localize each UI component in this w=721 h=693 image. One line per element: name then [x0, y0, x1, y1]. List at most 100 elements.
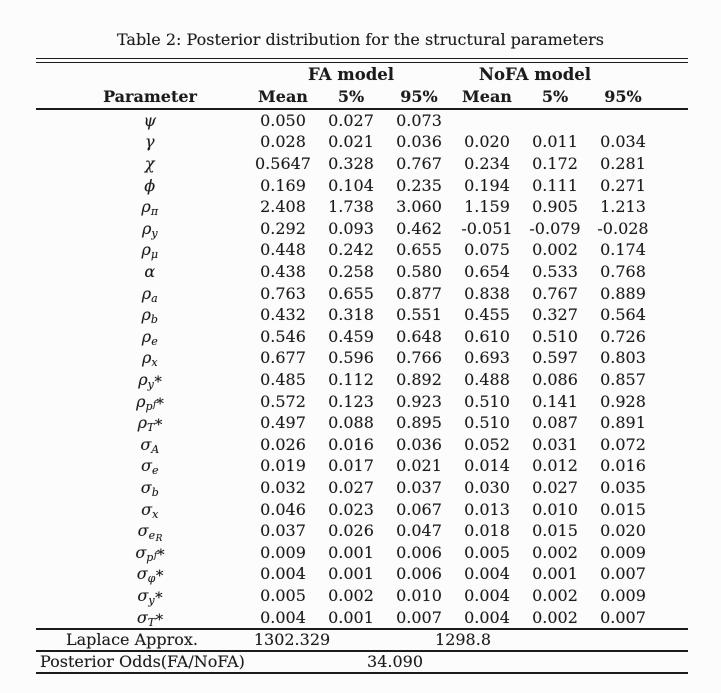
laplace-label: Laplace Approx.: [66, 629, 199, 649]
nofa-95-header: 95%: [604, 87, 642, 107]
fa-95-cell: 0.073: [396, 110, 442, 130]
nofa-95-cell: 0.174: [600, 240, 646, 260]
fa-5-header: 5%: [337, 87, 365, 107]
nofa-5-cell: 0.597: [532, 348, 578, 368]
table-row: ρb 0.432 0.318 0.551 0.455 0.327 0.564: [36, 304, 688, 326]
fa-5-cell: 0.002: [328, 585, 374, 605]
table-row: ρx 0.677 0.596 0.766 0.693 0.597 0.803: [36, 347, 688, 369]
nofa-5-cell: 0.002: [532, 542, 578, 562]
table-row: χ 0.5647 0.328 0.767 0.234 0.172 0.281: [36, 153, 688, 175]
nofa-95-cell: 0.072: [600, 434, 646, 454]
fa-5-cell: 0.112: [328, 370, 374, 389]
fa-mean-cell: 0.5647: [255, 154, 311, 174]
nofa-95-cell: 0.034: [600, 132, 646, 152]
posterior-odds-row: Posterior Odds(FA/NoFA) 34.090: [36, 652, 688, 673]
fa-mean-cell: 0.448: [260, 240, 306, 260]
table-row: σy* 0.005 0.002 0.010 0.004 0.002 0.009: [36, 585, 688, 607]
nofa-95-cell: 0.928: [600, 391, 646, 411]
nofa-5-cell: 0.905: [532, 197, 578, 217]
parameter-name: σφ*: [136, 564, 164, 586]
nofa-mean-cell: 0.510: [464, 391, 510, 411]
fa-5-cell: 0.123: [328, 391, 374, 411]
fa-5-cell: 0.328: [328, 154, 374, 174]
nofa-95-cell: 0.007: [600, 564, 646, 584]
nofa-mean-cell: [453, 110, 521, 134]
nofa-95-cell: [589, 110, 657, 134]
fa-5-cell: 0.258: [328, 262, 374, 282]
parameter-name: σA: [140, 434, 160, 456]
fa-5-cell: 0.104: [328, 175, 374, 195]
laplace-rule: [36, 628, 688, 630]
parameter-name: ρμ: [141, 240, 159, 262]
nofa-95-cell: 0.020: [600, 521, 646, 541]
fa-95-cell: 0.067: [396, 499, 442, 519]
nofa-mean-cell: 0.004: [464, 564, 510, 584]
nofa-mean-cell: 0.838: [464, 283, 510, 303]
parameter-column-header: Parameter: [103, 87, 197, 107]
fa-95-cell: 0.895: [396, 413, 442, 433]
nofa-5-cell: 0.002: [532, 585, 578, 605]
table-row: σx 0.046 0.023 0.067 0.013 0.010 0.015: [36, 499, 688, 521]
laplace-row: Laplace Approx. 1302.329 1298.8: [36, 630, 688, 650]
fa-5-cell: 0.596: [328, 348, 374, 368]
fa-5-cell: 0.242: [328, 240, 374, 260]
parameter-name: ρx: [141, 348, 158, 370]
fa-mean-cell: 0.019: [260, 456, 306, 476]
nofa-5-cell: -0.079: [529, 218, 581, 238]
parameter-name: ϕ: [144, 175, 156, 195]
fa-5-cell: 0.001: [328, 564, 374, 584]
nofa-5-cell: 0.172: [532, 154, 578, 174]
fa-5-cell: 0.001: [328, 607, 374, 627]
fa-5-cell: 0.088: [328, 413, 374, 433]
fa-mean-cell: 0.004: [260, 607, 306, 627]
parameter-name: ψ: [143, 110, 157, 130]
parameter-name: ρb: [141, 305, 158, 327]
table-row: ρπ 2.408 1.738 3.060 1.159 0.905 1.213: [36, 196, 688, 218]
nofa-5-cell: 0.111: [532, 175, 578, 195]
nofa-model-group-header: NoFA model: [478, 65, 592, 85]
fa-95-cell: 0.766: [396, 348, 442, 368]
nofa-mean-cell: 0.075: [464, 240, 510, 260]
fa-95-cell: 0.006: [396, 564, 442, 584]
odds-rule: [36, 649, 688, 652]
parameter-name: σy*: [137, 585, 163, 607]
nofa-mean-cell: 0.693: [464, 348, 510, 368]
fa-mean-cell: 0.438: [260, 262, 306, 282]
nofa-95-cell: 0.035: [600, 477, 646, 497]
parameter-name: ρT*: [137, 413, 163, 435]
fa-95-cell: 0.047: [396, 521, 442, 541]
nofa-mean-cell: 0.004: [464, 585, 510, 605]
posterior-odds-value: 34.090: [367, 651, 423, 671]
top-double-rule: [36, 58, 688, 64]
fa-mean-cell: 0.004: [260, 564, 306, 584]
nofa-95-cell: 0.016: [600, 456, 646, 476]
fa-95-cell: 0.006: [396, 542, 442, 562]
nofa-95-cell: 0.007: [600, 607, 646, 627]
fa-mean-cell: 0.546: [260, 326, 306, 346]
parameter-name: ρa: [141, 283, 158, 305]
nofa-95-cell: 0.009: [600, 585, 646, 605]
parameter-name: σx: [141, 499, 159, 521]
nofa-95-cell: 0.803: [600, 348, 646, 368]
parameter-name: ρe: [141, 326, 158, 348]
nofa-95-cell: 0.768: [600, 262, 646, 282]
nofa-mean-cell: 0.488: [464, 370, 510, 389]
nofa-5-cell: 0.027: [532, 477, 578, 497]
table-row: ψ 0.050 0.027 0.073: [36, 110, 688, 132]
parameter-name: γ: [144, 132, 155, 152]
nofa-95-cell: 0.271: [600, 175, 646, 195]
nofa-5-cell: 0.086: [532, 370, 578, 389]
table-row: σA 0.026 0.016 0.036 0.052 0.031 0.072: [36, 434, 688, 456]
parameter-name: ρpf*: [136, 391, 164, 413]
table-caption: Table 2: Posterior distribution for the …: [116, 30, 605, 49]
header-rule: [36, 108, 688, 110]
nofa-5-cell: 0.087: [532, 413, 578, 433]
fa-mean-cell: 0.009: [260, 542, 306, 562]
fa-5-cell: 1.738: [328, 197, 374, 217]
parameter-name: α: [144, 262, 156, 282]
table-row: σeR 0.037 0.026 0.047 0.018 0.015 0.020: [36, 520, 688, 545]
parameter-name: σeR: [137, 521, 163, 545]
table-row: σφ* 0.004 0.001 0.006 0.004 0.001 0.007: [36, 563, 688, 585]
fa-95-cell: 0.037: [396, 477, 442, 497]
nofa-mean-cell: 0.014: [464, 456, 510, 476]
